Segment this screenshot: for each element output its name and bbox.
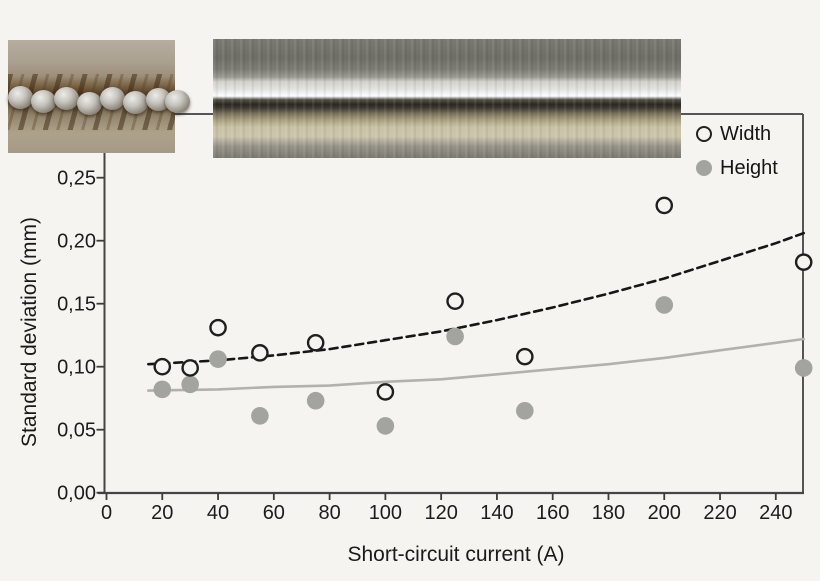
height-data-point bbox=[446, 327, 464, 346]
weld-droplet-icon bbox=[77, 92, 102, 115]
weld-droplet-icon bbox=[100, 87, 125, 110]
width-data-point bbox=[794, 253, 813, 271]
height-trendline bbox=[147, 337, 805, 392]
x-tick-label: 120 bbox=[424, 502, 457, 524]
weld-droplet-icon bbox=[165, 90, 190, 113]
x-tick-label: 140 bbox=[480, 502, 513, 524]
legend-label-height: Height bbox=[720, 156, 778, 179]
width-data-point bbox=[306, 333, 325, 352]
y-tick-label: 0,10 bbox=[57, 357, 96, 379]
height-data-point bbox=[209, 350, 227, 368]
x-tick-label: 20 bbox=[151, 502, 173, 524]
width-data-point bbox=[181, 359, 199, 377]
y-tick-label: 0,05 bbox=[57, 420, 96, 442]
width-data-point bbox=[251, 344, 269, 362]
legend: Width Height bbox=[696, 121, 778, 189]
height-data-point bbox=[306, 391, 325, 410]
weld-photo-globular bbox=[8, 40, 190, 153]
legend-label-width: Width bbox=[720, 122, 772, 145]
x-tick-label: 240 bbox=[759, 502, 792, 524]
weld-droplet-icon bbox=[123, 91, 148, 114]
x-tick-label: 40 bbox=[207, 502, 229, 524]
height-data-point bbox=[251, 407, 269, 425]
x-tick-label: 160 bbox=[536, 502, 569, 524]
height-data-point bbox=[181, 375, 199, 394]
weld-droplet-icon bbox=[146, 88, 171, 111]
weld-droplet-icon bbox=[31, 90, 56, 113]
x-tick-label: 0 bbox=[101, 502, 112, 524]
x-tick-label: 220 bbox=[703, 502, 736, 524]
x-tick-label: 80 bbox=[318, 502, 340, 524]
y-axis-title: Standard deviation (mm) bbox=[18, 217, 41, 447]
weld-droplet-icon bbox=[54, 87, 79, 110]
width-data-point bbox=[153, 357, 172, 376]
y-tick-label: 0,00 bbox=[57, 483, 96, 505]
legend-item-width: Width bbox=[696, 121, 778, 147]
width-data-point bbox=[655, 196, 674, 215]
legend-item-height: Height bbox=[696, 155, 778, 181]
width-data-point bbox=[209, 318, 227, 337]
open-circle-marker-icon bbox=[696, 126, 712, 142]
width-data-point bbox=[376, 383, 395, 401]
x-tick-label: 60 bbox=[263, 502, 285, 524]
height-data-point bbox=[153, 380, 172, 399]
y-tick-label: 0,15 bbox=[57, 294, 96, 316]
width-data-point bbox=[446, 292, 464, 310]
height-data-point bbox=[794, 359, 813, 377]
weld-droplet-icon bbox=[8, 86, 33, 109]
x-axis-title: Short-circuit current (A) bbox=[347, 543, 565, 566]
height-data-point bbox=[655, 296, 674, 314]
x-tick-label: 200 bbox=[648, 502, 681, 524]
x-tick-label: 180 bbox=[592, 502, 625, 524]
x-tick-label: 100 bbox=[369, 502, 402, 524]
height-data-point bbox=[516, 402, 534, 420]
width-data-point bbox=[516, 347, 534, 366]
weld-photo-smooth bbox=[213, 39, 681, 158]
filled-circle-marker-icon bbox=[696, 160, 712, 176]
y-tick-label: 0,25 bbox=[57, 168, 96, 190]
y-tick-label: 0,20 bbox=[57, 231, 96, 253]
height-data-point bbox=[376, 417, 395, 435]
width-trendline bbox=[147, 231, 805, 366]
